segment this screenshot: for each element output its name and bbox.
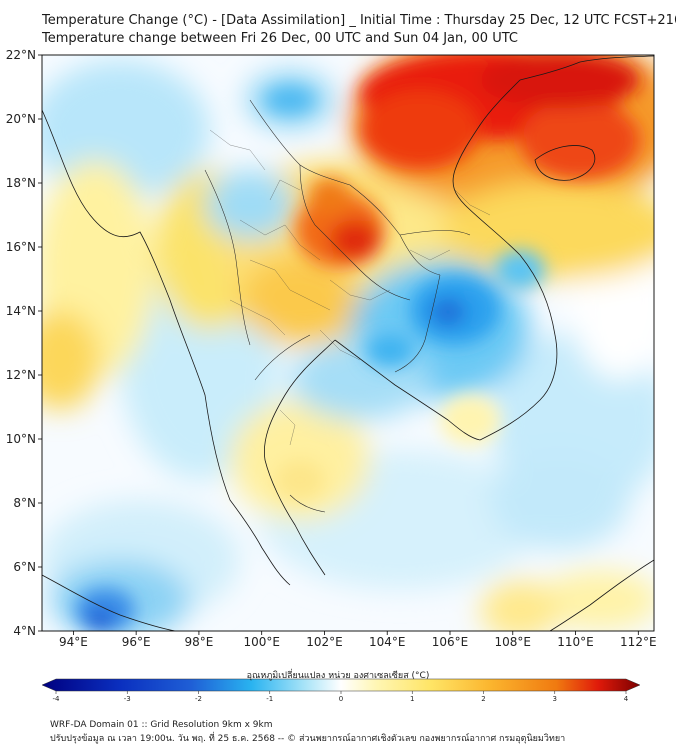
colorbar-tick-label: -4 [53,695,61,703]
title-line-2: Temperature change between Fri 26 Dec, 0… [42,31,518,46]
colorbar-tick-label: 4 [624,695,629,703]
lat-tick-label: 16°N [6,240,36,254]
sumatra-coast [42,574,176,631]
lat-tick-label: 18°N [6,176,36,190]
footer-line-2: ปรับปรุงข้อมูล ณ เวลา 19:00น. วัน พฤ. ที… [50,734,566,744]
lon-tick-label: 106°E [432,635,469,649]
lon-tick-label: 98°E [184,635,213,649]
lat-tick-label: 22°N [6,48,36,62]
lat-tick-label: 4°N [13,624,36,638]
lon-tick-label: 96°E [122,635,151,649]
colorbar-tick-label: -2 [195,695,202,703]
lat-tick-label: 12°N [6,368,36,382]
vietnam-coast [452,79,558,441]
peninsula-east-coast [264,339,336,576]
myanmar-coast [42,109,291,586]
lon-tick-label: 104°E [369,635,406,649]
lon-tick-label: 100°E [243,635,280,649]
province-lines [209,129,491,446]
latitude-axis: 22°N 20°N 18°N 16°N 14°N 12°N 10°N 8°N 6°N 4°N [6,48,42,638]
plot-frame [41,54,655,632]
lon-tick-label: 102°E [306,635,343,649]
lon-tick-label: 94°E [59,635,88,649]
lat-tick-label: 6°N [13,560,36,574]
south-china-coast [519,55,654,81]
gulf-of-thailand-coast [334,339,481,441]
colorbar-tick-label: 3 [553,695,557,703]
country-borders [204,99,471,513]
map-title: Temperature Change (°C) - [Data Assimila… [42,12,676,48]
colorbar-title: อุณหภูมิเปลี่ยนแปลง หน่วย องศาเซลเซียส (… [246,671,430,681]
lat-tick-label: 8°N [13,496,36,510]
lon-tick-label: 108°E [495,635,532,649]
lat-tick-label: 14°N [6,304,36,318]
colorbar-tick-label: 2 [481,695,485,703]
footer: WRF-DA Domain 01 :: Grid Resolution 9km … [50,718,565,746]
lon-tick-label: 112°E [620,635,657,649]
footer-line-1: WRF-DA Domain 01 :: Grid Resolution 9km … [50,720,273,730]
title-line-1: Temperature Change (°C) - [Data Assimila… [42,13,676,28]
temperature-field [42,55,654,631]
colorbar-tick-label: 0 [339,695,343,703]
hainan-island [534,145,596,181]
colorbar: -4 -3 -2 -1 0 1 2 3 4 [41,678,641,703]
lat-tick-label: 10°N [6,432,36,446]
colorbar-ticks: -4 -3 -2 -1 0 1 2 3 4 [53,691,629,703]
borneo-coast [549,559,654,631]
coastlines [42,55,654,631]
colorbar-tick-label: -3 [124,695,131,703]
lat-tick-label: 20°N [6,112,36,126]
colorbar-tick-label: -1 [266,695,273,703]
colorbar-tick-label: 1 [410,695,414,703]
lon-tick-label: 110°E [557,635,594,649]
longitude-axis: 94°E 96°E 98°E 100°E 102°E 104°E 106°E 108°E 110… [59,631,657,649]
